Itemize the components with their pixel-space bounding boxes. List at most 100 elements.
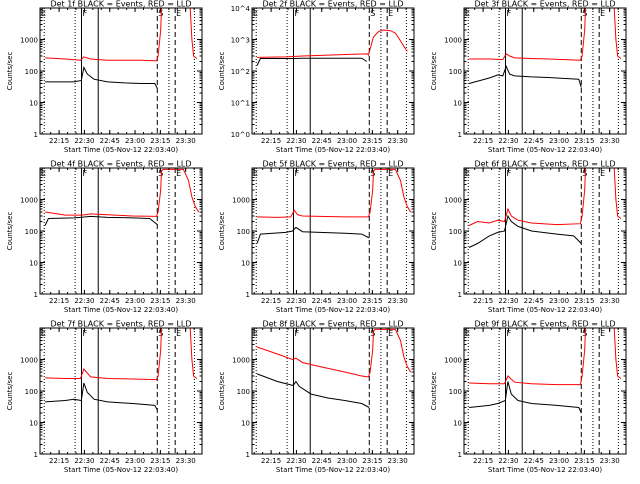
time-marker-label: E: [600, 169, 605, 178]
y-tick-label: 1000: [232, 357, 250, 365]
y-tick-label: 1000: [20, 357, 38, 365]
time-marker-label: E: [465, 9, 470, 18]
series-line-events: [45, 382, 158, 411]
y-tick-label: 100: [449, 228, 462, 236]
x-tick-label: 22:15: [49, 137, 69, 145]
series-line-lld: [257, 168, 412, 218]
x-tick-label: 23:30: [600, 297, 620, 305]
panel-title: Det 2f BLACK = Events, RED = LLD: [262, 0, 403, 9]
x-tick-label: 22:45: [312, 137, 332, 145]
y-axis-label: Counts/sec: [430, 372, 438, 411]
time-marker-label: E: [41, 9, 46, 18]
y-tick-label: 1: [246, 451, 250, 459]
panel-title: Det 3f BLACK = Events, RED = LLD: [474, 0, 615, 9]
y-axis-label: Counts/sec: [218, 372, 226, 411]
series-line-lld: [45, 328, 198, 381]
time-marker-label: S: [370, 169, 375, 178]
series-line-events: [44, 215, 158, 226]
y-tick-label: 10: [453, 420, 462, 428]
time-marker-label: F: [507, 329, 512, 338]
series-line-events: [468, 65, 582, 88]
time-marker-label: E: [253, 169, 258, 178]
panel-title: Det 7f BLACK = Events, RED = LLD: [50, 320, 191, 329]
x-tick-label: 22:45: [524, 297, 544, 305]
x-tick-label: 23:30: [600, 457, 620, 465]
y-tick-label: 10^3: [231, 37, 250, 45]
x-tick-label: 22:45: [100, 137, 120, 145]
x-tick-label: 22:45: [100, 457, 120, 465]
time-marker-label: F: [295, 329, 300, 338]
y-tick-label: 1000: [444, 37, 462, 45]
x-axis-label: Start Time (05-Nov-12 22:03:40): [64, 146, 178, 154]
y-tick-label: 1: [458, 291, 462, 299]
x-tick-label: 22:15: [49, 297, 69, 305]
y-axis-label: Counts/sec: [218, 52, 226, 91]
y-tick-label: 1: [458, 131, 462, 139]
x-tick-label: 22:45: [524, 457, 544, 465]
plot-frame: [39, 167, 203, 295]
x-tick-label: 23:15: [150, 137, 170, 145]
y-tick-label: 1000: [20, 37, 38, 45]
y-tick-label: 1000: [20, 197, 38, 205]
time-marker-label: F: [295, 9, 300, 18]
time-marker-label: F: [295, 169, 300, 178]
y-axis-label: Counts/sec: [6, 212, 14, 251]
y-axis-label: Counts/sec: [6, 372, 14, 411]
x-tick-label: 23:00: [337, 137, 357, 145]
y-tick-label: 10: [29, 420, 38, 428]
plot-frame: [251, 167, 415, 295]
x-tick-label: 22:30: [498, 457, 518, 465]
x-tick-label: 22:30: [286, 137, 306, 145]
series-line-lld: [469, 328, 622, 386]
x-tick-label: 22:15: [473, 297, 493, 305]
y-axis-label: Counts/sec: [430, 212, 438, 251]
x-tick-label: 23:00: [549, 297, 569, 305]
x-tick-label: 23:15: [362, 137, 382, 145]
series-line-lld: [468, 168, 622, 226]
y-tick-label: 1000: [444, 197, 462, 205]
y-tick-label: 10: [453, 260, 462, 268]
y-tick-label: 100: [25, 68, 38, 76]
x-axis-label: Start Time (05-Nov-12 22:03:40): [276, 146, 390, 154]
x-axis-label: Start Time (05-Nov-12 22:03:40): [64, 306, 178, 314]
x-tick-label: 23:30: [388, 457, 408, 465]
time-marker-label: E: [465, 329, 470, 338]
panel-title: Det 6f BLACK = Events, RED = LLD: [474, 160, 615, 169]
series-line-lld: [45, 168, 200, 217]
x-tick-label: 23:15: [574, 137, 594, 145]
time-marker-label: E: [176, 9, 181, 18]
x-tick-label: 23:30: [600, 137, 620, 145]
panel-title: Det 1f BLACK = Events, RED = LLD: [50, 0, 191, 9]
y-tick-label: 1: [246, 291, 250, 299]
plot-frame: [251, 7, 415, 135]
x-tick-label: 22:45: [312, 297, 332, 305]
x-tick-label: 23:30: [176, 457, 196, 465]
x-tick-label: 23:15: [150, 457, 170, 465]
y-tick-label: 1: [34, 291, 38, 299]
y-axis-label: Counts/sec: [430, 52, 438, 91]
time-marker-label: F: [83, 169, 88, 178]
time-marker-label: E: [388, 9, 393, 18]
time-marker-label: F: [83, 9, 88, 18]
x-tick-label: 22:30: [498, 297, 518, 305]
y-tick-label: 1000: [444, 357, 462, 365]
time-marker-label: E: [465, 169, 470, 178]
x-tick-label: 23:30: [388, 137, 408, 145]
plot-frame: [39, 327, 203, 455]
series-line-events: [469, 381, 582, 414]
panel-title: Det 8f BLACK = Events, RED = LLD: [262, 320, 403, 329]
time-marker-label: F: [507, 169, 512, 178]
time-marker-label: E: [253, 9, 258, 18]
time-marker-label: E: [388, 329, 393, 338]
x-tick-label: 23:00: [549, 457, 569, 465]
plot-frame: [39, 7, 203, 135]
time-marker-label: E: [388, 169, 393, 178]
series-line-events: [256, 226, 370, 244]
y-axis-label: Counts/sec: [218, 212, 226, 251]
x-tick-label: 23:00: [549, 137, 569, 145]
